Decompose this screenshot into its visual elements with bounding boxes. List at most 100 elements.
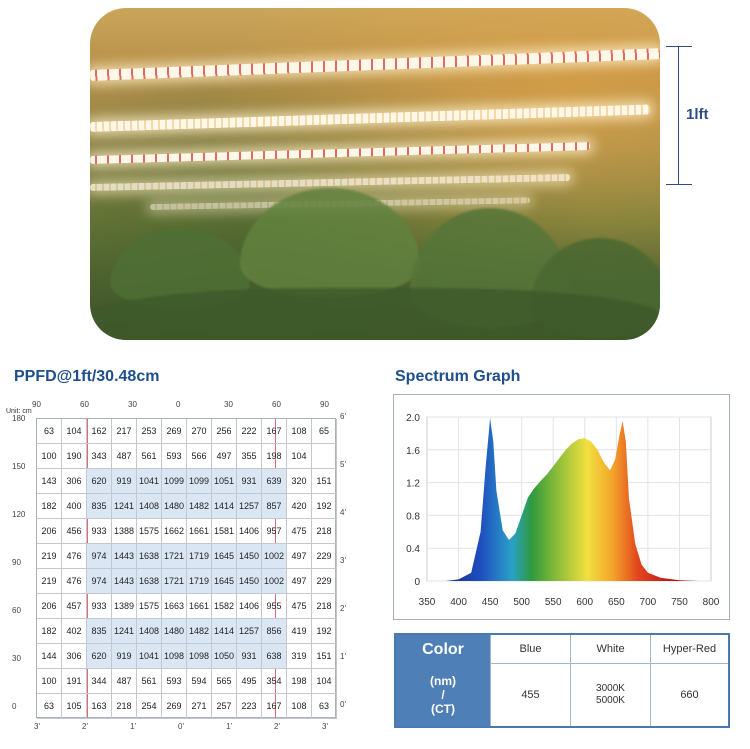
ppfd-cell: 1575 <box>137 594 162 619</box>
ppfd-cell: 105 <box>62 694 87 719</box>
x-tick-label: 350 <box>419 597 436 608</box>
ppfd-tick-label: 5' <box>340 460 346 469</box>
ppfd-cell: 1480 <box>162 494 187 519</box>
ppfd-tick-label: 0' <box>178 722 184 731</box>
ppfd-cell: 476 <box>62 544 87 569</box>
ppfd-map: Unit: cm 90 60 30 0 30 60 90 180 150 120 90 60 30 0 6'… <box>0 396 360 741</box>
x-tick-label: 650 <box>608 597 625 608</box>
ppfd-cell: 151 <box>312 469 337 494</box>
ppfd-cell: 206 <box>37 519 62 544</box>
ppfd-tick-label: 1' <box>130 722 136 731</box>
x-tick-label: 450 <box>482 597 499 608</box>
ppfd-cell: 320 <box>287 469 312 494</box>
ppfd-tick-label: 3' <box>340 556 346 565</box>
ppfd-cell: 1406 <box>237 594 262 619</box>
ppfd-cell: 206 <box>37 594 62 619</box>
ppfd-cell: 1002 <box>262 569 287 594</box>
ppfd-cell: 1638 <box>137 544 162 569</box>
height-scale-line <box>678 46 679 185</box>
grow-light-photo <box>90 8 660 340</box>
ppfd-cell: 191 <box>62 669 87 694</box>
ppfd-cell: 594 <box>187 669 212 694</box>
ppfd-cell: 835 <box>87 494 112 519</box>
ppfd-cell: 495 <box>237 669 262 694</box>
ppfd-cell: 1482 <box>187 619 212 644</box>
ppfd-cell: 974 <box>87 544 112 569</box>
x-tick-label: 600 <box>576 597 593 608</box>
ppfd-cell: 100 <box>37 444 62 469</box>
value-white-line1: 3000K <box>596 683 625 694</box>
ppfd-cell: 593 <box>162 669 187 694</box>
ppfd-cell: 620 <box>87 469 112 494</box>
ppfd-cell: 933 <box>87 594 112 619</box>
plant-leaf <box>90 288 660 340</box>
spectrum-area <box>445 418 699 581</box>
ppfd-cell: 354 <box>262 669 287 694</box>
spectrum-title: Spectrum Graph <box>395 368 521 385</box>
ppfd-cell: 1575 <box>137 519 162 544</box>
ppfd-tick-label: 30 <box>224 400 233 409</box>
ppfd-cell: 1389 <box>112 594 137 619</box>
col-header-white: White <box>570 635 650 664</box>
ppfd-cell: 343 <box>87 444 112 469</box>
ppfd-cell: 1257 <box>237 619 262 644</box>
ppfd-cell: 1482 <box>187 494 212 519</box>
ppfd-cell: 400 <box>62 494 87 519</box>
ppfd-cell: 957 <box>262 519 287 544</box>
ppfd-cell: 271 <box>187 694 212 719</box>
ppfd-cell: 497 <box>287 569 312 594</box>
ppfd-cell: 1051 <box>212 469 237 494</box>
ppfd-cell: 219 <box>37 569 62 594</box>
ppfd-cell: 229 <box>312 544 337 569</box>
ppfd-cell: 1050 <box>212 644 237 669</box>
ppfd-cell: 167 <box>262 419 287 444</box>
value-blue: 455 <box>490 664 570 726</box>
unit-label: Unit: cm <box>6 408 32 415</box>
ppfd-cell: 565 <box>212 669 237 694</box>
ppfd-tick-label: 1' <box>226 722 232 731</box>
ppfd-cell: 919 <box>112 469 137 494</box>
ppfd-cell: 487 <box>112 444 137 469</box>
ppfd-cell: 1443 <box>112 544 137 569</box>
ppfd-tick-label: 120 <box>12 510 26 519</box>
ppfd-cell: 835 <box>87 619 112 644</box>
ppfd-cell: 1241 <box>112 619 137 644</box>
ppfd-cell: 319 <box>287 644 312 669</box>
ppfd-cell: 108 <box>287 694 312 719</box>
ppfd-tick-label: 4' <box>340 508 346 517</box>
ppfd-cell: 63 <box>312 694 337 719</box>
ppfd-cell: 192 <box>312 494 337 519</box>
ppfd-cell: 1662 <box>162 519 187 544</box>
ppfd-cell: 198 <box>262 444 287 469</box>
ppfd-cell: 639 <box>262 469 287 494</box>
ppfd-cell: 144 <box>37 644 62 669</box>
color-table: Color (nm) / (CT) Blue White Hyper-Red 4… <box>394 633 730 728</box>
ppfd-cell: 143 <box>37 469 62 494</box>
x-tick-label: 800 <box>703 597 720 608</box>
ppfd-cell: 63 <box>37 419 62 444</box>
ppfd-tick-label: 0 <box>12 702 17 711</box>
ppfd-cell: 1645 <box>212 569 237 594</box>
color-header: Color <box>396 635 490 664</box>
ppfd-tick-label: 3' <box>34 722 40 731</box>
ppfd-cell: 108 <box>287 419 312 444</box>
ppfd-cell: 1581 <box>212 519 237 544</box>
ppfd-cell: 1408 <box>137 494 162 519</box>
ppfd-cell: 1002 <box>262 544 287 569</box>
value-white-line2: 5000K <box>596 695 625 706</box>
ppfd-cell: 456 <box>62 519 87 544</box>
ppfd-tick-label: 30 <box>128 400 137 409</box>
x-tick-label: 700 <box>640 597 657 608</box>
ppfd-cell: 306 <box>62 644 87 669</box>
ppfd-cell: 217 <box>112 419 137 444</box>
ppfd-title: PPFD@1ft/30.48cm <box>14 368 160 385</box>
ppfd-cell: 219 <box>37 544 62 569</box>
ppfd-cell: 63 <box>37 694 62 719</box>
ppfd-cell: 457 <box>62 594 87 619</box>
ppfd-cell: 931 <box>237 644 262 669</box>
ppfd-cell: 256 <box>212 419 237 444</box>
x-tick-label: 400 <box>450 597 467 608</box>
ppfd-cell: 1721 <box>162 544 187 569</box>
ppfd-cell: 182 <box>37 494 62 519</box>
ppfd-cell: 1099 <box>187 469 212 494</box>
